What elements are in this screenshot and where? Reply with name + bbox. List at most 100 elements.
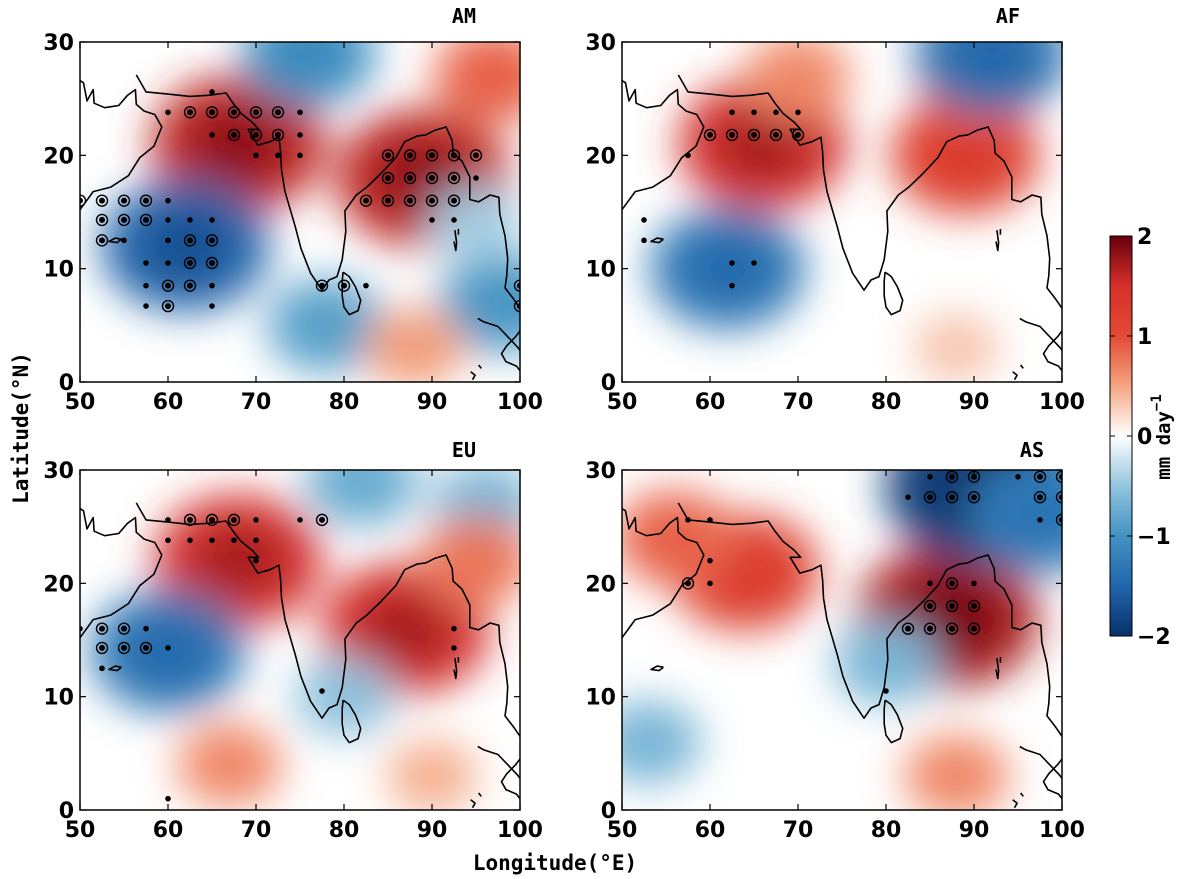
x-tick-label: 70	[783, 390, 814, 415]
significance-ring-95	[117, 213, 131, 227]
coast-line	[477, 364, 482, 369]
tick-labels: 50 60 70 80 90 100 0 10 20 30	[43, 459, 543, 843]
significance-dot-90	[751, 260, 757, 266]
significance-ring-95	[271, 128, 285, 142]
significance-ring-95	[381, 149, 395, 162]
x-tick-label: 80	[871, 390, 902, 415]
significance-dot-90	[253, 537, 259, 544]
significance-dot-90	[429, 217, 435, 223]
significance-dot-95	[121, 644, 127, 651]
anomaly-field	[622, 42, 1062, 382]
significance-dot-90	[685, 517, 691, 523]
significance-dot-95	[971, 625, 977, 632]
anomaly-core	[444, 535, 508, 587]
significance-dot-95	[99, 625, 105, 632]
x-tick-label: 60	[153, 818, 184, 843]
significance-ring-95	[95, 194, 109, 207]
significance-dot-95	[1037, 473, 1043, 480]
x-tick-label: 50	[607, 390, 638, 415]
x-tick-label: 50	[607, 818, 638, 843]
significance-ring-95	[80, 194, 87, 207]
coast-line	[477, 792, 482, 797]
significance-ring-95	[381, 194, 395, 207]
significance-dot-95	[165, 303, 171, 310]
y-tick-label: 0	[59, 799, 74, 824]
significance-ring-95	[183, 279, 197, 292]
significance-dot-95	[949, 603, 955, 609]
significance-dot-95	[231, 516, 237, 523]
significance-ring-95	[183, 256, 197, 270]
y-tick-label: 0	[59, 371, 74, 396]
panel-af: 50 60 70 80 90 100 0 10 20 30 AF	[585, 4, 1085, 415]
significance-ring-95	[403, 194, 417, 207]
anomaly-core	[292, 298, 361, 353]
y-tick-label: 10	[585, 686, 616, 711]
significance-dot-95	[99, 197, 105, 204]
significance-dot-90	[253, 152, 259, 159]
significance-dot-95	[685, 580, 691, 587]
significance-ring-95	[139, 194, 153, 207]
x-tick-label: 100	[497, 390, 543, 415]
coast-line	[1019, 792, 1024, 797]
x-tick-label: 70	[241, 390, 272, 415]
plot-frame	[79, 469, 521, 811]
significance-dot-95	[121, 197, 127, 204]
significance-dot-95	[927, 603, 933, 609]
significance-ring-95	[139, 641, 153, 655]
anomaly-core	[926, 752, 987, 800]
significance-ring-95	[1055, 470, 1062, 483]
significance-ring-95	[945, 470, 959, 483]
anomaly-core	[358, 591, 453, 666]
coast-line	[453, 657, 458, 680]
significance-dot-90	[209, 303, 215, 309]
significance-dot-90	[165, 237, 171, 244]
y-tick-label: 0	[601, 799, 616, 824]
significance-ring-95	[205, 513, 219, 527]
significance-dot-90	[451, 645, 457, 651]
significance-dot-95	[949, 625, 955, 632]
anomaly-core	[768, 52, 828, 100]
coast-line	[500, 330, 520, 372]
significance-dot-90	[297, 109, 303, 116]
significance-dot-90	[143, 282, 149, 289]
significance-ring-95	[769, 128, 783, 142]
coast-line	[470, 799, 476, 809]
y-tick-label: 10	[43, 258, 74, 283]
panel-title: AF	[996, 4, 1020, 28]
y-tick-label: 20	[43, 144, 74, 169]
y-tick-label: 0	[601, 371, 616, 396]
y-tick-label: 10	[585, 258, 616, 283]
significance-dot-95	[971, 494, 977, 501]
significance-dot-90	[275, 152, 281, 159]
significance-ring-95	[403, 149, 417, 162]
significance-ring-95	[403, 171, 417, 185]
significance-dot-90	[187, 537, 193, 544]
coast-line	[1012, 371, 1018, 381]
coast-line	[135, 74, 520, 309]
significance-ring-95	[1055, 513, 1062, 527]
significance-ring-95	[945, 491, 959, 504]
coast-line	[1019, 745, 1062, 779]
significance-dot-90	[971, 580, 977, 587]
significance-dot-95	[971, 603, 977, 609]
x-tick-label: 50	[65, 818, 96, 843]
colorbar: −2 −1 0 1 2 mm day−1	[1109, 225, 1175, 650]
anomaly-field	[80, 42, 520, 382]
x-tick-label: 60	[153, 390, 184, 415]
coast-line	[341, 699, 362, 744]
y-tick-label: 10	[43, 686, 74, 711]
coast-line	[1042, 330, 1062, 372]
y-tick-label: 30	[585, 31, 616, 56]
significance-ring-95	[425, 194, 439, 207]
significance-ring-95	[249, 128, 263, 142]
panel-as: 50 60 70 80 90 100 0 10 20 30 AS	[585, 438, 1085, 843]
anomaly-core	[449, 202, 503, 245]
significance-dot-90	[253, 557, 259, 564]
coastline	[80, 502, 520, 809]
colorbar-tick-label: −1	[1137, 525, 1171, 550]
significance-ring-95	[139, 213, 153, 227]
significance-dot-90	[773, 109, 779, 116]
tick-labels: 50 60 70 80 90 100 0 10 20 30	[585, 31, 1085, 415]
coast-line	[995, 657, 1000, 680]
significance-dot-95	[473, 152, 479, 159]
